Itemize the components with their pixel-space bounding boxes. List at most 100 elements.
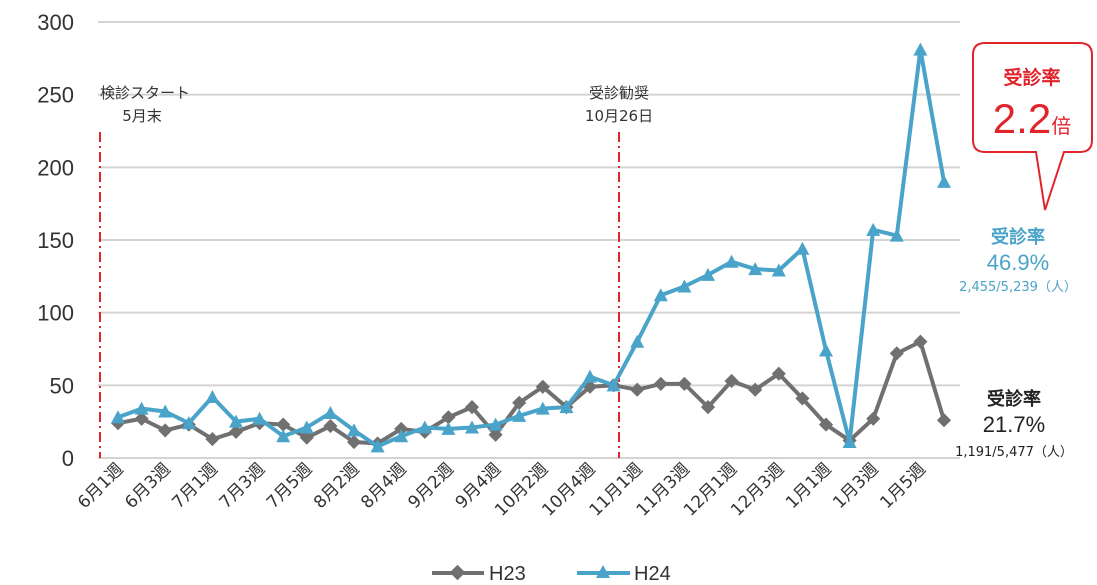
data-point (866, 222, 881, 236)
data-point (134, 401, 149, 415)
data-point (795, 391, 810, 406)
x-tick-label: 12月3週 (727, 459, 788, 520)
data-point (583, 369, 597, 383)
data-point (937, 174, 951, 188)
x-tick-label: 7月3週 (216, 459, 269, 512)
data-point (889, 228, 904, 242)
data-point (417, 420, 432, 434)
h23-rate-detail: 1,191/5,477（人） (955, 445, 1073, 460)
data-point (464, 400, 480, 415)
data-point (653, 376, 668, 391)
data-point (842, 435, 857, 449)
series-line (117, 47, 946, 449)
h23-rate-note: 受診率 21.7% 1,191/5,477（人） (955, 388, 1073, 460)
h23-rate-title: 受診率 (987, 388, 1041, 410)
x-tick-label: 7月5週 (263, 459, 316, 512)
event-lines: 検診スタート 5月末 受診勧奨 10月26日 (99, 84, 653, 458)
legend-label-h23: H23 (489, 563, 526, 585)
data-point (252, 411, 267, 425)
series-line (117, 339, 946, 446)
data-point (488, 417, 503, 431)
x-tick-label: 8月4週 (357, 459, 410, 512)
data-point (370, 439, 385, 453)
data-point (701, 267, 715, 281)
y-tick-label: 100 (37, 301, 74, 326)
data-point (299, 430, 314, 445)
data-point (205, 432, 220, 447)
data-point (323, 418, 338, 434)
data-point (441, 421, 456, 435)
data-point (134, 411, 149, 426)
x-tick-label: 1月3週 (829, 459, 882, 512)
y-tick-label: 150 (37, 228, 74, 253)
data-point (559, 400, 574, 414)
data-point (630, 334, 645, 348)
h24-rate-detail: 2,455/5,239（人） (959, 280, 1077, 295)
data-point (488, 427, 503, 442)
x-axis-ticks: 6月1週6月3週7月1週7月3週7月5週8月2週8月4週9月2週9月4週10月2… (74, 459, 930, 520)
data-point (323, 405, 338, 419)
data-point (229, 414, 243, 428)
h24-rate-note: 受診率 46.9% 2,455/5,239（人） (959, 226, 1077, 295)
series-h24 (111, 42, 951, 453)
data-point (771, 366, 786, 381)
y-tick-label: 50 (50, 373, 74, 398)
h24-rate-pct: 46.9% (987, 250, 1049, 275)
y-tick-label: 0 (62, 446, 74, 471)
callout-big: 2.2 (993, 95, 1051, 142)
data-point (700, 400, 716, 415)
data-point (535, 401, 550, 415)
data-point (111, 410, 125, 424)
data-point (299, 420, 314, 434)
callout-bubble: 受診率 2.2倍 (972, 42, 1093, 211)
data-point (677, 376, 692, 391)
data-point (228, 424, 244, 439)
h23-rate-pct: 21.7% (983, 412, 1045, 437)
data-point (394, 429, 409, 443)
data-point (653, 288, 668, 302)
data-point (795, 241, 810, 255)
data-point (748, 262, 763, 276)
data-point (818, 417, 834, 432)
data-point (441, 410, 456, 425)
y-tick-label: 250 (37, 83, 74, 108)
event-date: 10月26日 (585, 107, 653, 125)
data-point (394, 421, 409, 437)
data-point (677, 279, 692, 293)
data-point (512, 408, 527, 422)
legend: H23 H24 (432, 563, 671, 585)
y-tick-label: 300 (37, 10, 74, 35)
legend-item-h23: H23 (432, 563, 526, 585)
data-point (630, 382, 645, 397)
data-point (819, 343, 833, 357)
data-point (512, 395, 527, 410)
x-tick-label: 1月5週 (876, 459, 929, 512)
data-point (276, 417, 291, 432)
data-point (866, 411, 881, 426)
legend-label-h24: H24 (634, 563, 671, 585)
legend-item-h24: H24 (577, 563, 671, 585)
data-point (936, 413, 952, 428)
grid-lines (98, 21, 960, 459)
data-point (748, 382, 763, 397)
callout-unit: 倍 (1051, 114, 1071, 138)
event-label: 受診勧奨 (589, 84, 649, 102)
data-point (771, 263, 786, 277)
data-point (913, 42, 928, 56)
callout-title: 受診率 (1003, 66, 1060, 89)
data-point (158, 404, 173, 418)
data-point (181, 416, 196, 430)
data-point (535, 379, 550, 394)
event-label: 検診スタート (100, 84, 190, 102)
h24-rate-title: 受診率 (991, 226, 1045, 248)
y-tick-label: 200 (37, 155, 74, 180)
data-point (158, 423, 173, 438)
x-tick-label: 7月1週 (168, 459, 221, 512)
data-point (724, 373, 739, 389)
x-tick-label: 6月3週 (121, 459, 174, 512)
x-tick-label: 6月1週 (74, 459, 127, 512)
y-axis-ticks: 0 50 100 150 200 250 300 (37, 10, 74, 471)
data-point (347, 423, 361, 437)
series-layer (110, 42, 952, 453)
